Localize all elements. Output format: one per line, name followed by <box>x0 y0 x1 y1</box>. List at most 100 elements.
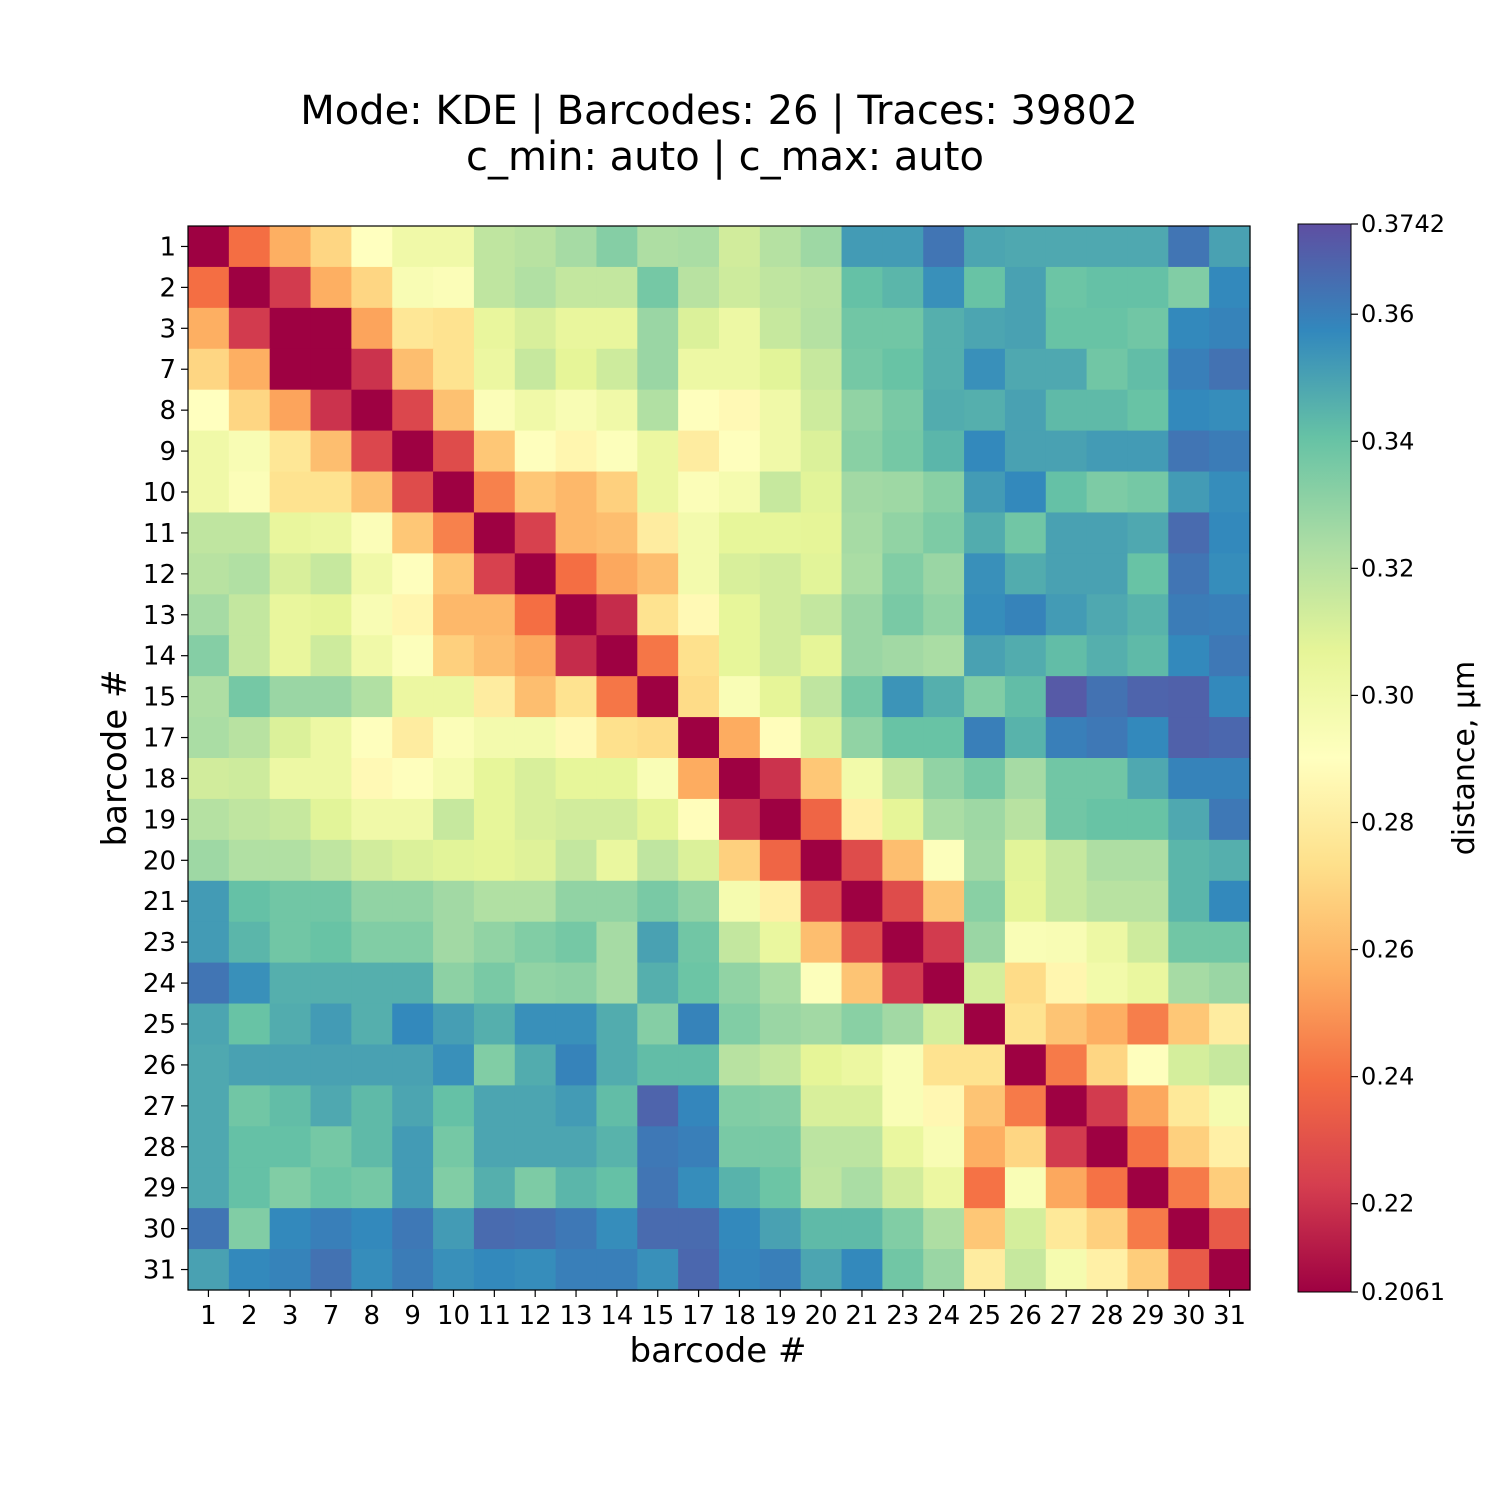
y-tick-label: 17 <box>143 724 176 754</box>
heatmap-cell <box>473 1167 516 1209</box>
y-tick-label: 9 <box>159 437 176 467</box>
heatmap-cell <box>841 1249 883 1291</box>
heatmap-cell <box>800 471 843 514</box>
heatmap-cell <box>923 1044 965 1086</box>
heatmap-cell <box>514 798 557 841</box>
heatmap-cell <box>596 635 638 677</box>
heatmap-cell <box>269 1044 312 1086</box>
heatmap-cell <box>923 758 965 800</box>
x-tick-label: 12 <box>519 1301 552 1331</box>
heatmap-cell <box>1004 307 1047 350</box>
heatmap-cell <box>1127 676 1169 718</box>
heatmap-cell <box>1209 1044 1251 1086</box>
heatmap-cell <box>678 1126 720 1168</box>
heatmap-cell <box>923 839 965 882</box>
heatmap-cell <box>637 348 679 391</box>
heatmap-cell <box>596 921 638 964</box>
heatmap-cell <box>759 389 802 432</box>
heatmap-cell <box>719 430 761 473</box>
heatmap-cell <box>1045 1167 1088 1209</box>
heatmap-cell <box>923 880 965 923</box>
heatmap-cell <box>392 921 434 964</box>
heatmap-cell <box>1209 635 1251 677</box>
heatmap-cell <box>392 1208 434 1250</box>
heatmap-cell <box>678 921 720 964</box>
heatmap-cell <box>188 307 230 350</box>
heatmap-cell <box>1086 717 1129 759</box>
heatmap-cell <box>964 880 1006 923</box>
heatmap-cell <box>555 1126 598 1168</box>
heatmap-cell <box>228 389 271 432</box>
heatmap-cell <box>1127 1085 1169 1127</box>
heatmap-cell <box>719 1208 761 1250</box>
heatmap-cell <box>228 348 271 391</box>
heatmap-cell <box>1209 1167 1251 1209</box>
heatmap-cell <box>351 226 393 268</box>
heatmap-cell <box>1086 307 1129 350</box>
x-tick-label: 1 <box>200 1301 217 1331</box>
heatmap-cell <box>719 1249 761 1291</box>
heatmap-cell <box>841 1085 883 1127</box>
heatmap-cell <box>1086 758 1129 800</box>
heatmap-cell <box>473 226 516 268</box>
y-axis-ticks: 1237891011121314151718192021232425262728… <box>143 232 188 1286</box>
heatmap-cell <box>473 962 516 1005</box>
heatmap-cell <box>188 717 230 759</box>
heatmap-cell <box>596 798 638 841</box>
heatmap-cell <box>392 266 434 309</box>
heatmap-cell <box>555 226 598 268</box>
heatmap-cell <box>637 1208 679 1250</box>
heatmap-cell <box>1209 962 1251 1005</box>
heatmap-cell <box>637 676 679 718</box>
heatmap-cell <box>800 1208 843 1250</box>
heatmap-cell <box>1086 676 1129 718</box>
heatmap-cell <box>923 226 965 268</box>
heatmap-cell <box>964 266 1006 309</box>
heatmap-cell <box>964 307 1006 350</box>
chart-title-line2: c_min: auto | c_max: auto <box>466 134 984 180</box>
heatmap-cell <box>188 389 230 432</box>
heatmap-cells <box>188 226 1251 1291</box>
colorbar-tick-label: 0.2061 <box>1361 1278 1445 1306</box>
heatmap-cell <box>759 512 802 554</box>
heatmap-cell <box>269 594 312 636</box>
heatmap-cell <box>923 921 965 964</box>
heatmap-cell <box>473 1208 516 1250</box>
heatmap-cell <box>637 717 679 759</box>
heatmap-cell <box>1168 1208 1210 1250</box>
heatmap-cell <box>759 348 802 391</box>
heatmap-cell <box>1045 962 1088 1005</box>
heatmap-cell <box>1086 430 1129 473</box>
heatmap-cell <box>1045 798 1088 841</box>
colorbar-tick-label: 0.34 <box>1361 427 1414 455</box>
heatmap-cell <box>678 962 720 1005</box>
heatmap-cell <box>433 266 475 309</box>
heatmap-cell <box>596 389 638 432</box>
heatmap-cell <box>678 389 720 432</box>
heatmap-cell <box>759 266 802 309</box>
heatmap-cell <box>1004 839 1047 882</box>
heatmap-cell <box>964 1085 1006 1127</box>
heatmap-cell <box>882 1167 924 1209</box>
y-tick-label: 27 <box>143 1092 176 1122</box>
heatmap-cell <box>1086 1085 1129 1127</box>
heatmap-cell <box>473 594 516 636</box>
heatmap-cell <box>392 389 434 432</box>
heatmap-cell <box>596 307 638 350</box>
y-tick-label: 29 <box>143 1174 176 1204</box>
heatmap-cell <box>637 1249 679 1291</box>
heatmap-cell <box>473 553 516 595</box>
heatmap-cell <box>1045 471 1088 514</box>
heatmap-cell <box>882 512 924 554</box>
heatmap-cell <box>433 880 475 923</box>
heatmap-cell <box>841 348 883 391</box>
heatmap-cell <box>678 512 720 554</box>
heatmap-cell <box>719 348 761 391</box>
heatmap-cell <box>269 717 312 759</box>
heatmap-cell <box>1168 798 1210 841</box>
heatmap-cell <box>800 1085 843 1127</box>
heatmap-cell <box>351 717 393 759</box>
heatmap-cell <box>188 430 230 473</box>
heatmap-cell <box>1045 266 1088 309</box>
heatmap-cell <box>923 471 965 514</box>
